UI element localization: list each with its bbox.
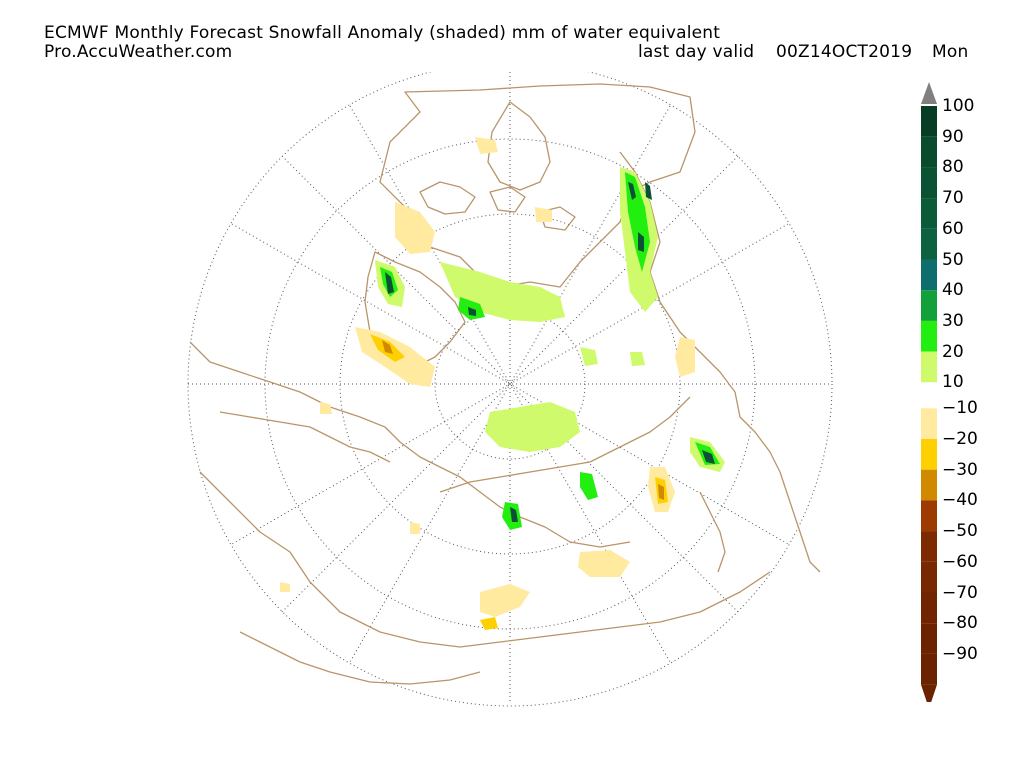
valid-date: 00Z14OCT2019 [776,42,913,62]
snow-anomaly-negative [675,337,695,377]
snow-anomaly-positive [580,347,645,366]
valid-label: last day valid [638,42,755,62]
source-label: Pro.AccuWeather.com [44,42,233,62]
legend-label: 80 [942,157,964,178]
coastline-japan [699,491,726,573]
snow-anomaly-negative [382,340,393,354]
legend-label: −30 [942,459,978,480]
coastline-arctic-islands [419,181,576,231]
legend-over-arrow [921,82,937,104]
legend-swatch [921,500,937,532]
anomaly-positive [375,167,725,530]
legend-swatch [921,320,937,352]
legend-label: 30 [942,310,964,331]
coastline-asia [199,471,771,648]
polar-map [187,72,833,707]
legend-label: 100 [942,96,975,116]
legend-label: 10 [942,372,964,393]
snow-anomaly-negative [480,584,530,617]
legend-label: −10 [942,398,978,419]
coastline-himalaya [239,631,481,685]
grid-circle-outer [187,72,833,707]
legend-label: −90 [942,643,978,664]
legend-swatch [921,106,937,137]
snow-anomaly-negative [475,137,552,222]
snow-anomaly-positive [702,450,715,464]
grid-meridian [231,223,789,545]
legend-swatch [921,351,937,383]
legend-swatch [921,561,937,593]
legend-label: −50 [942,521,978,542]
legend-label: −40 [942,490,978,511]
legend-swatch [921,592,937,624]
legend-swatch [921,290,937,321]
legend-label: 50 [942,249,964,270]
legend-label: 20 [942,341,964,362]
legend-swatch [921,228,937,260]
snow-anomaly-positive [580,472,598,500]
legend-swatch [921,653,937,685]
snow-anomaly-positive [510,507,518,522]
snow-anomaly-positive [440,262,565,322]
legend-swatch [921,259,937,291]
legend-swatch [921,198,937,229]
snow-anomaly-negative [395,202,435,254]
legend-label: 40 [942,280,964,301]
legend-label: −20 [942,429,978,449]
snow-anomaly-positive [468,307,476,316]
snow-anomaly-negative [280,402,420,592]
coastline-greenland [364,251,466,373]
legend-swatch [921,623,937,654]
snow-anomaly-negative [480,617,498,630]
legend-swatch [921,469,937,501]
coastline-siberia [439,396,691,493]
coastline-hudson-bay [487,101,551,191]
color-legend: 100 90 80 70 60 50 40 30 20 10 −10 −20 −30 −40 −50 −60 −… [918,82,1018,702]
legend-label: −80 [942,613,978,634]
legend-label: 60 [942,218,964,239]
legend-label: 90 [942,126,964,147]
legend-label: −60 [942,551,978,572]
legend-swatch [921,136,937,168]
legend-colorbar [921,82,937,702]
coastline-alaska-canada [619,151,821,573]
legend-label: 70 [942,188,964,209]
snow-anomaly-positive [628,182,652,252]
snow-anomaly-positive [385,272,394,294]
coastlines [189,83,821,685]
anomaly-negative [280,137,695,630]
snow-anomaly-negative [578,550,630,577]
legend-label: −70 [942,582,978,603]
legend-swatch [921,531,937,562]
legend-swatch [921,167,937,199]
legend-swatch [921,439,937,470]
map-title: ECMWF Monthly Forecast Snowfall Anomaly … [44,23,721,43]
legend-under-arrow [921,684,937,702]
coastline-mediterranean [219,411,391,463]
snow-anomaly-negative [658,484,664,500]
legend-swatch [921,408,937,439]
coastline-europe [189,341,631,548]
snow-anomaly-positive [485,402,580,452]
valid-day: Mon [932,42,969,62]
